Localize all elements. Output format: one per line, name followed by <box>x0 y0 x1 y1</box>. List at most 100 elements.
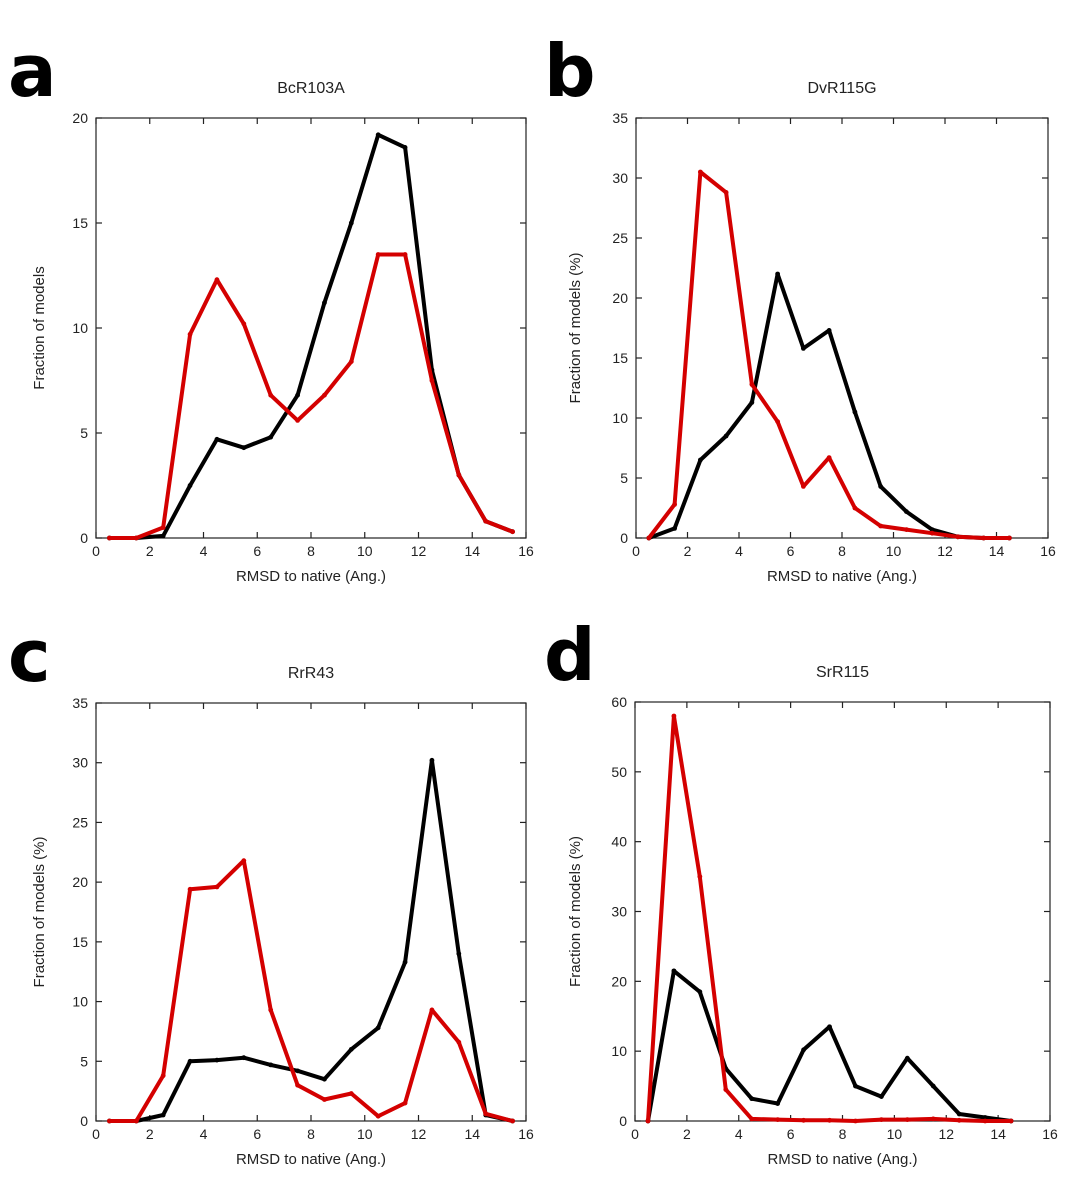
x-axis-label: RMSD to native (Ang.) <box>236 1151 386 1168</box>
y-tick-label: 20 <box>72 110 88 126</box>
x-tick-label: 14 <box>464 1126 480 1142</box>
data-point <box>930 1083 936 1089</box>
data-point <box>187 886 193 892</box>
chart-panel-c: c RrR43 0 2 4 6 8 10 12 14 16 0 5 10 15 20 25 30 35 RMSD to… <box>0 591 536 1182</box>
y-tick-label: 25 <box>612 230 628 246</box>
y-tick-label: 0 <box>619 1113 627 1129</box>
y-tick-label: 5 <box>80 425 88 441</box>
data-point <box>295 1068 300 1074</box>
data-point <box>749 382 755 387</box>
y-tick-label: 0 <box>80 1113 88 1129</box>
plot-frame <box>95 117 527 539</box>
data-point <box>981 535 987 541</box>
x-tick-label: 8 <box>307 1126 315 1142</box>
y-tick-label: 0 <box>80 530 88 546</box>
data-point <box>375 132 381 138</box>
series-line-red <box>107 252 515 540</box>
chart-svg-a: a BcR103A 0 2 4 6 8 10 12 14 16 0 5 10 15 20 RMSD to nat… <box>8 29 534 585</box>
y-tick-label: 35 <box>612 110 628 126</box>
data-point <box>929 530 935 536</box>
data-point <box>268 392 274 398</box>
chart-title: DvR115G <box>807 80 876 97</box>
data-point <box>749 400 755 405</box>
data-point <box>295 392 300 398</box>
x-tick-label: 14 <box>464 543 480 559</box>
x-tick-label: 10 <box>886 543 902 559</box>
data-point <box>348 359 354 364</box>
data-point <box>268 1062 274 1068</box>
series-line-red <box>107 858 515 1123</box>
data-point <box>322 1076 327 1082</box>
y-tick-label: 25 <box>72 814 88 830</box>
series-line-red <box>646 714 1014 1123</box>
y-axis-label: Fraction of models (%) <box>567 836 584 987</box>
data-point <box>878 484 884 489</box>
data-point <box>903 509 909 514</box>
panel-letter: a <box>8 29 57 113</box>
x-tick-label: 4 <box>735 543 743 559</box>
y-tick-label: 35 <box>72 695 88 711</box>
data-point <box>402 145 408 150</box>
data-point <box>187 483 193 488</box>
x-tick-label: 6 <box>253 1126 261 1142</box>
data-point <box>107 535 112 541</box>
data-point <box>800 484 806 489</box>
x-tick-label: 10 <box>357 1126 373 1142</box>
data-point <box>1006 535 1012 541</box>
chart-panel-b: b DvR115G 0 2 4 6 8 10 12 14 16 0 5 10 15 20 25 30 35 RMSD … <box>536 0 1072 591</box>
data-point <box>775 271 781 277</box>
data-point <box>456 1039 462 1045</box>
y-tick-label: 10 <box>72 320 88 336</box>
data-point <box>214 884 220 890</box>
y-tick-label: 20 <box>612 290 628 306</box>
y-tick-label: 15 <box>72 215 88 231</box>
data-point <box>429 757 435 763</box>
chart-svg-b: b DvR115G 0 2 4 6 8 10 12 14 16 0 5 10 15 20 25 30 35 RMSD … <box>544 29 1056 585</box>
data-point <box>268 434 274 440</box>
data-point <box>853 1083 858 1089</box>
x-tick-label: 16 <box>518 543 534 559</box>
data-point <box>456 951 462 957</box>
panel-letter: c <box>8 614 51 698</box>
x-tick-label: 8 <box>839 1126 847 1142</box>
data-point <box>775 419 781 424</box>
y-tick-label: 10 <box>72 994 88 1010</box>
data-point <box>904 1055 910 1061</box>
y-tick-label: 20 <box>611 973 627 989</box>
data-point <box>800 346 806 351</box>
data-point <box>402 252 408 257</box>
data-point <box>697 989 703 995</box>
data-point <box>775 1117 781 1123</box>
data-point <box>723 433 729 439</box>
data-point <box>827 1117 832 1123</box>
data-point <box>133 1118 139 1124</box>
data-point <box>749 1116 755 1122</box>
series-line-black <box>646 968 1014 1123</box>
x-axis-label: RMSD to native (Ang.) <box>767 568 917 585</box>
x-tick-label: 12 <box>411 543 427 559</box>
data-point <box>723 190 729 195</box>
data-point <box>348 1046 354 1052</box>
data-point <box>671 968 677 974</box>
x-tick-label: 2 <box>146 543 154 559</box>
data-point <box>672 526 678 531</box>
data-point <box>645 1118 651 1124</box>
data-point <box>268 1007 274 1013</box>
chart-panel-d: d SrR115 0 2 4 6 8 10 12 14 16 0 10 20 30 40 50 60 RMSD to… <box>536 591 1072 1182</box>
data-point <box>929 527 935 532</box>
x-tick-label: 14 <box>989 543 1005 559</box>
data-point <box>903 527 909 532</box>
series-line-black <box>646 272 1012 540</box>
x-tick-label: 16 <box>518 1126 534 1142</box>
y-axis-label: Fraction of models (%) <box>31 837 48 988</box>
y-tick-label: 15 <box>612 350 628 366</box>
data-point <box>375 1025 381 1031</box>
data-point <box>697 874 703 879</box>
data-point <box>1008 1118 1014 1124</box>
x-tick-label: 10 <box>357 543 373 559</box>
x-tick-label: 2 <box>684 543 692 559</box>
chart-svg-c: c RrR43 0 2 4 6 8 10 12 14 16 0 5 10 15 20 25 30 35 RMSD to… <box>8 614 534 1168</box>
y-tick-label: 10 <box>611 1043 627 1059</box>
data-point <box>672 502 678 507</box>
data-point <box>295 418 300 423</box>
